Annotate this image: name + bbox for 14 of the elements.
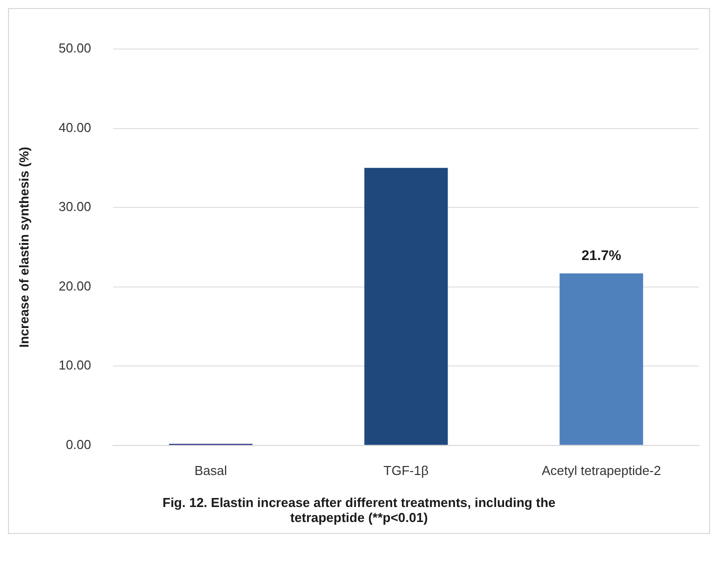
bar xyxy=(364,168,448,445)
data-label: 21.7% xyxy=(582,247,622,264)
y-tick-label: 50.00 xyxy=(58,40,92,56)
x-tick-label: TGF-1β xyxy=(384,462,429,478)
y-tick-label: 30.00 xyxy=(58,199,92,214)
y-tick-label: 40.00 xyxy=(58,120,92,135)
y-tick-label: 0.00 xyxy=(66,436,92,452)
x-tick-label: Acetyl tetrapeptide-2 xyxy=(542,462,661,478)
y-tick-label: 10.00 xyxy=(58,358,92,373)
caption: Fig. 12. Elastin increase after different treatments, including the tetrapeptide (**p<0.01) xyxy=(162,494,556,527)
bar xyxy=(560,273,644,445)
x-tick-label: Basal xyxy=(194,462,228,478)
y-tick-label: 20.00 xyxy=(58,278,92,294)
y-axis-title: Increase of elastin synthesis (%) xyxy=(16,146,32,348)
